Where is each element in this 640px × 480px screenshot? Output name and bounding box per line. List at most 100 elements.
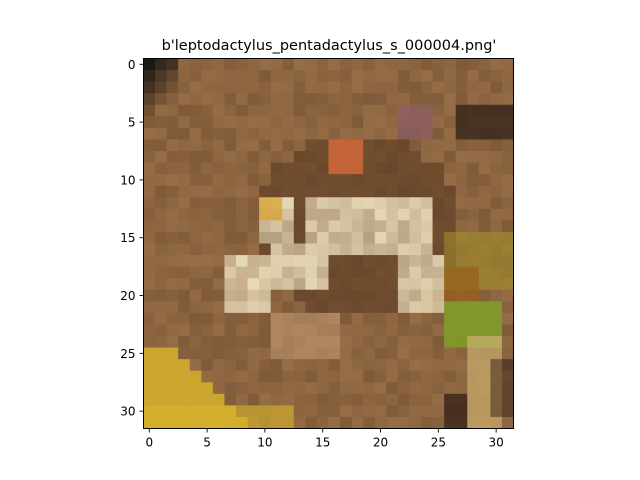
image-pixel (259, 151, 272, 163)
image-pixel (236, 266, 248, 279)
image-pixel (259, 416, 272, 429)
image-pixel (501, 347, 514, 360)
image-pixel (501, 370, 514, 383)
image-pixel (143, 324, 156, 337)
image-pixel (224, 336, 237, 348)
image-pixel (224, 81, 237, 94)
image-pixel (374, 139, 387, 152)
image-pixel (363, 370, 376, 383)
image-pixel (328, 93, 341, 106)
image-pixel (143, 81, 156, 94)
image-pixel (143, 231, 156, 244)
image-pixel (212, 243, 225, 256)
image-pixel (247, 312, 260, 325)
image-pixel (178, 231, 191, 244)
image-pixel (259, 70, 272, 83)
image-pixel (178, 243, 191, 256)
image-pixel (386, 324, 399, 337)
image-pixel (421, 162, 433, 175)
image-pixel (259, 301, 272, 314)
image-pixel (316, 220, 329, 233)
y-tick-label: 20 (120, 289, 135, 303)
image-pixel (501, 336, 514, 348)
image-pixel (259, 278, 272, 291)
image-pixel (340, 336, 353, 348)
image-pixel (432, 393, 445, 406)
image-pixel (340, 231, 353, 244)
image-pixel (201, 127, 214, 140)
image-pixel (293, 197, 306, 210)
image-pixel (501, 278, 514, 291)
image-pixel (155, 255, 168, 268)
image-pixel (178, 289, 191, 302)
image-pixel (421, 139, 433, 152)
image-pixel (397, 324, 410, 337)
image-pixel (340, 382, 353, 395)
image-pixel (282, 185, 295, 198)
image-pixel (282, 116, 295, 129)
image-pixel (455, 243, 468, 256)
image-pixel (432, 416, 445, 429)
image-pixel (340, 58, 353, 71)
image-pixel (363, 116, 376, 129)
image-pixel (155, 301, 168, 314)
image-pixel (478, 255, 491, 268)
image-pixel (178, 174, 191, 187)
image-pixel (501, 255, 514, 268)
image-pixel (386, 278, 399, 291)
image-pixel (328, 197, 341, 210)
image-pixel (259, 81, 272, 94)
image-pixel (212, 266, 225, 279)
image-pixel (166, 151, 179, 163)
image-pixel (212, 347, 225, 360)
image-pixel (363, 174, 376, 187)
image-pixel (455, 58, 468, 71)
image-pixel (397, 208, 410, 221)
image-pixel (374, 93, 387, 106)
image-pixel (201, 116, 214, 129)
image-pixel (282, 301, 295, 314)
image-pixel (305, 289, 318, 302)
y-tick-label: 10 (120, 173, 135, 187)
image-pixel (478, 324, 491, 337)
image-pixel (490, 393, 503, 406)
image-pixel (490, 255, 503, 268)
image-pixel (178, 81, 191, 94)
image-pixel (374, 359, 387, 372)
image-pixel (201, 139, 214, 152)
image-pixel (455, 266, 468, 279)
image-pixel (444, 93, 457, 106)
image-pixel (501, 405, 514, 418)
image-pixel (328, 324, 341, 337)
image-pixel (490, 266, 503, 279)
image-pixel (432, 70, 445, 83)
image-pixel (363, 359, 376, 372)
image-pixel (236, 104, 248, 117)
image-pixel (455, 336, 468, 348)
image-pixel (328, 70, 341, 83)
image-pixel (259, 312, 272, 325)
image-pixel (282, 81, 295, 94)
image-pixel (340, 266, 353, 279)
image-pixel (467, 278, 480, 291)
image-pixel (212, 162, 225, 175)
image-pixel (316, 231, 329, 244)
image-pixel (421, 127, 433, 140)
image-pixel (374, 127, 387, 140)
image-pixel (444, 266, 457, 279)
image-pixel (351, 116, 364, 129)
image-pixel (270, 243, 283, 256)
image-pixel (212, 405, 225, 418)
image-pixel (340, 70, 353, 83)
image-pixel (305, 405, 318, 418)
image-pixel (143, 393, 156, 406)
image-pixel (166, 93, 179, 106)
image-pixel (421, 81, 433, 94)
image-pixel (212, 127, 225, 140)
image-pixel (455, 393, 468, 406)
image-pixel (305, 127, 318, 140)
image-pixel (270, 382, 283, 395)
image-pixel (189, 116, 202, 129)
image-pixel (409, 185, 422, 198)
image-pixel (155, 312, 168, 325)
